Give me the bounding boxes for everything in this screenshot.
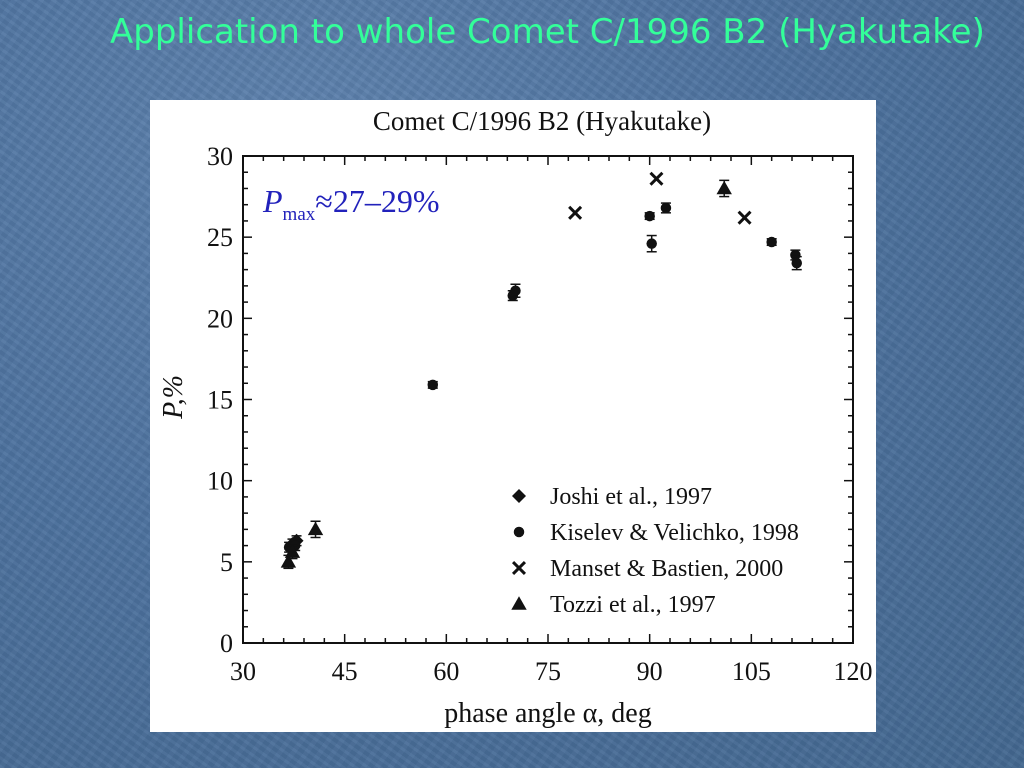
circle-marker bbox=[513, 526, 525, 538]
x-tick-label: 105 bbox=[732, 657, 771, 686]
legend-item: Joshi et al., 1997 bbox=[512, 484, 712, 510]
y-tick-label: 15 bbox=[207, 386, 233, 415]
circle-marker bbox=[644, 210, 655, 222]
triangle-marker bbox=[280, 554, 297, 568]
circle-marker bbox=[646, 238, 657, 249]
x-tick-labels: 30 45 60 75 90 105 120 bbox=[230, 657, 873, 686]
triangle-marker bbox=[284, 544, 301, 558]
x-tick-label: 120 bbox=[834, 657, 873, 686]
triangle-marker bbox=[307, 521, 324, 536]
circle-marker bbox=[510, 285, 521, 296]
scatter-chart: Comet C/1996 B2 (Hyakutake) 30 45 60 75 90 10… bbox=[158, 106, 873, 729]
axis-ticks bbox=[242, 155, 854, 644]
legend-label: Joshi et al., 1997 bbox=[550, 484, 712, 510]
cross-marker bbox=[511, 560, 527, 576]
x-axis-label: phase angle α, deg bbox=[444, 698, 651, 729]
triangle-marker bbox=[716, 180, 732, 195]
pmax-annotation: Pmax≈27–29% bbox=[262, 183, 439, 225]
circle-marker bbox=[660, 202, 672, 214]
cross-marker bbox=[649, 171, 664, 186]
data-point bbox=[737, 210, 752, 225]
pmax-subscript: max bbox=[283, 204, 316, 225]
y-tick-label: 10 bbox=[207, 467, 233, 496]
data-point bbox=[716, 179, 732, 198]
circle-marker bbox=[766, 236, 777, 248]
y-tick-label: 0 bbox=[220, 629, 233, 658]
series-circle bbox=[283, 202, 802, 553]
legend-item: Kiselev & Velichko, 1998 bbox=[513, 520, 799, 546]
legend-label: Manset & Bastien, 2000 bbox=[550, 556, 783, 582]
y-tick-label: 20 bbox=[207, 304, 233, 333]
data-point bbox=[660, 202, 672, 214]
cross-marker bbox=[737, 210, 752, 225]
circle-marker bbox=[427, 379, 439, 391]
slide-title: Application to whole Comet C/1996 B2 (Hy… bbox=[110, 12, 985, 52]
pmax-symbol: P bbox=[262, 183, 283, 219]
y-tick-label: 5 bbox=[220, 548, 233, 577]
series-triangle bbox=[280, 179, 732, 570]
chart-title: Comet C/1996 B2 (Hyakutake) bbox=[373, 106, 711, 136]
data-point bbox=[568, 205, 583, 220]
data-point bbox=[791, 255, 802, 271]
data-points bbox=[280, 171, 802, 570]
data-point bbox=[510, 283, 521, 298]
triangle-marker bbox=[511, 596, 527, 610]
legend-label: Kiselev & Velichko, 1998 bbox=[550, 520, 799, 546]
series-cross bbox=[568, 171, 752, 225]
chart-panel: Comet C/1996 B2 (Hyakutake) 30 45 60 75 90 10… bbox=[150, 100, 876, 732]
data-point bbox=[649, 171, 664, 186]
pmax-range: ≈27–29% bbox=[315, 183, 439, 219]
data-point bbox=[646, 234, 657, 253]
x-tick-label: 30 bbox=[230, 657, 256, 686]
x-tick-label: 90 bbox=[637, 657, 663, 686]
y-tick-label: 30 bbox=[207, 142, 233, 171]
circle-marker bbox=[791, 257, 802, 269]
data-point bbox=[284, 544, 301, 560]
x-tick-label: 45 bbox=[332, 657, 358, 686]
diamond-marker bbox=[512, 489, 526, 503]
y-axis-label: P,% bbox=[158, 375, 189, 420]
legend-label: Tozzi et al., 1997 bbox=[550, 592, 716, 618]
legend-item: Manset & Bastien, 2000 bbox=[511, 556, 783, 582]
cross-marker bbox=[568, 205, 583, 220]
y-tick-labels: 0 5 10 15 20 25 30 bbox=[207, 142, 233, 658]
y-tick-label: 25 bbox=[207, 223, 233, 252]
legend: Joshi et al., 1997 Kiselev & Velichko, 19… bbox=[511, 484, 799, 618]
data-point bbox=[427, 379, 439, 391]
data-point bbox=[307, 520, 324, 539]
x-tick-label: 60 bbox=[433, 657, 459, 686]
legend-item: Tozzi et al., 1997 bbox=[511, 592, 716, 618]
data-point bbox=[766, 236, 777, 248]
data-point bbox=[644, 210, 655, 222]
x-tick-label: 75 bbox=[535, 657, 561, 686]
circle-marker bbox=[790, 249, 801, 261]
